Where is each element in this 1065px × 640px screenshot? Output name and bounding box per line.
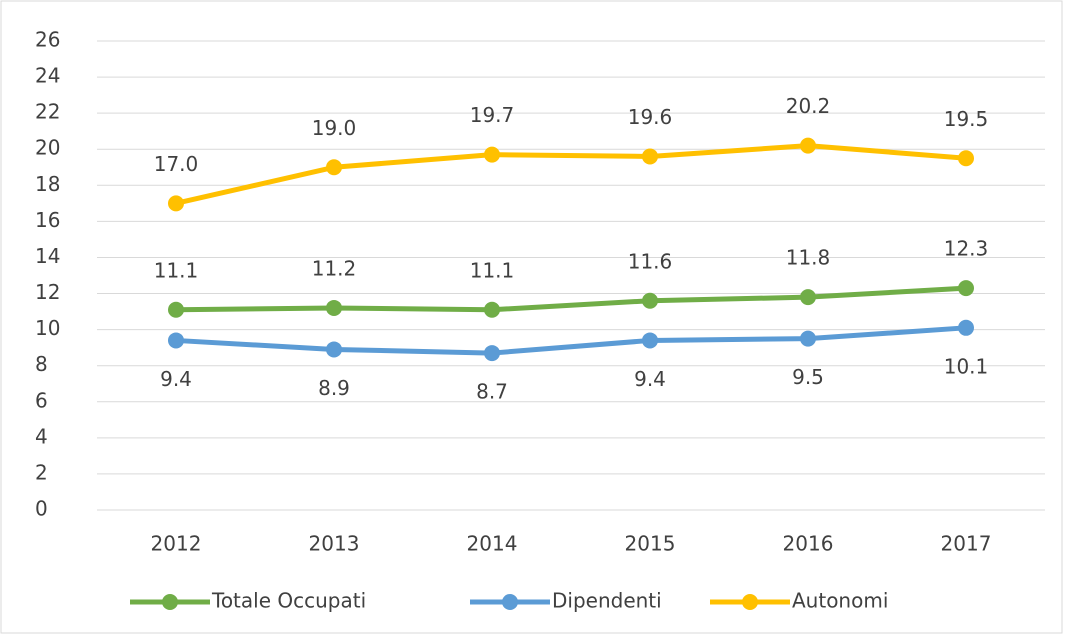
data-label: 11.6 [628,249,673,273]
data-label: 19.5 [944,107,989,131]
point [958,319,974,336]
data-label: 12.3 [944,237,989,261]
point [958,280,974,297]
series-line [175,143,967,206]
y-tick-label: 18 [35,172,60,196]
y-tick-label: 8 [35,352,48,376]
y-tick-label: 4 [35,424,48,448]
y-tick-label: 26 [35,28,60,52]
y-tick-label: 16 [35,208,60,232]
data-label: 10.1 [944,354,989,378]
point [168,195,184,212]
data-label: 20.2 [786,94,831,118]
x-tick-label: 2016 [783,532,834,556]
point [642,332,658,349]
point [168,332,184,349]
y-tick-label: 10 [35,316,60,340]
point [484,146,500,163]
data-label: 8.7 [476,380,508,404]
y-tick-label: 6 [35,388,48,412]
point [800,330,816,347]
point [642,292,658,309]
legend-label: Totale Occupati [211,589,366,613]
point [484,301,500,318]
point [326,299,342,316]
data-label: 9.5 [792,365,824,389]
point [958,150,974,167]
y-tick-label: 12 [35,280,60,304]
legend-label: Autonomi [792,589,888,613]
data-label: 19.7 [470,103,515,127]
point [326,341,342,358]
point [168,301,184,318]
series-line [175,285,967,313]
point [484,345,500,362]
x-tick-label: 2014 [467,532,518,556]
data-label: 8.9 [318,376,350,400]
x-tick-label: 2017 [941,532,992,556]
point [800,289,816,306]
legend-marker [742,594,758,610]
data-label: 11.1 [470,258,515,282]
point [326,159,342,176]
data-label: 17.0 [154,152,199,176]
y-tick-label: 14 [35,244,60,268]
legend-marker [502,594,518,610]
series-line [175,325,967,356]
y-tick-label: 20 [35,136,60,160]
data-label: 11.1 [154,258,199,282]
x-tick-label: 2013 [309,532,360,556]
y-tick-label: 2 [35,460,48,484]
y-tick-label: 22 [35,100,60,124]
x-tick-label: 2015 [625,532,676,556]
data-label: 19.0 [312,116,357,140]
point [800,137,816,154]
data-label: 11.2 [312,256,357,280]
data-label: 19.6 [628,105,673,129]
data-label: 9.4 [634,367,666,391]
y-tick-label: 24 [35,64,60,88]
point [642,148,658,165]
legend-marker [162,594,178,610]
data-label: 11.8 [786,246,831,270]
y-tick-label: 0 [35,497,48,521]
data-label: 9.4 [160,367,192,391]
legend-label: Dipendenti [552,589,662,613]
x-tick-label: 2012 [151,532,202,556]
